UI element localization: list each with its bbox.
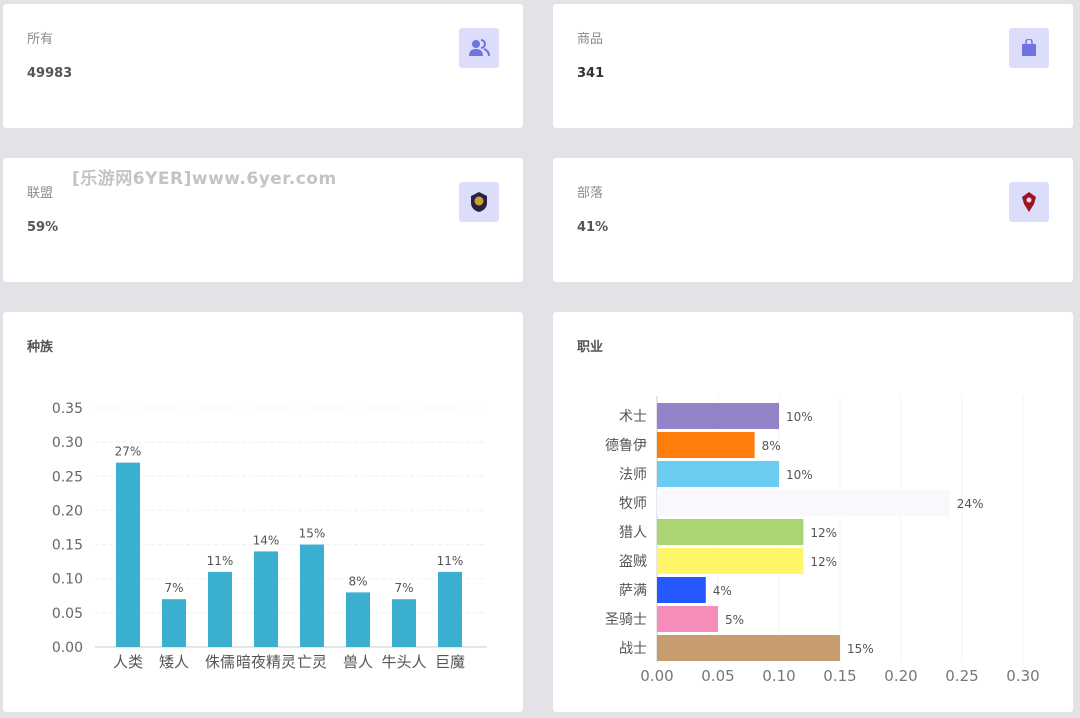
stat-card-all: 所有 49983 bbox=[3, 4, 523, 128]
data-label: 12% bbox=[810, 526, 837, 540]
chart-title: 种族 bbox=[27, 340, 54, 355]
x-tick-label: 0.15 bbox=[823, 667, 856, 685]
x-tick-label: 兽人 bbox=[343, 653, 373, 671]
x-tick-label: 0.30 bbox=[1006, 667, 1039, 685]
data-label: 11% bbox=[437, 554, 464, 568]
x-tick-label: 亡灵 bbox=[297, 653, 327, 671]
bar bbox=[657, 490, 950, 516]
y-tick-label: 牧师 bbox=[619, 496, 647, 512]
y-tick-label: 战士 bbox=[619, 641, 647, 657]
users-icon bbox=[459, 28, 499, 68]
stat-value: 341 bbox=[577, 66, 605, 81]
data-label: 5% bbox=[725, 613, 744, 627]
bar bbox=[657, 606, 718, 632]
bar bbox=[392, 599, 416, 647]
bar bbox=[657, 635, 840, 661]
bar bbox=[657, 461, 779, 487]
stat-label: 联盟 bbox=[27, 186, 54, 201]
data-label: 8% bbox=[348, 574, 367, 588]
class-bar-chart: 0.00 0.05 0.10 0.15 0.20 0.25 0.30 10% 术士 8% 德鲁伊 10… bbox=[605, 396, 1040, 685]
bar bbox=[657, 403, 779, 429]
data-label: 14% bbox=[253, 533, 280, 547]
data-label: 24% bbox=[957, 497, 984, 511]
x-tick-label: 矮人 bbox=[159, 653, 189, 671]
bar bbox=[346, 592, 370, 647]
race-bar-chart: 0.00 0.05 0.10 0.15 0.20 0.25 0.30 0.35 27% 人类 7% 矮… bbox=[52, 401, 487, 671]
x-tick-label: 0.20 bbox=[884, 667, 917, 685]
data-label: 10% bbox=[786, 468, 813, 482]
y-tick-label: 萨满 bbox=[619, 583, 647, 599]
x-tick-label: 0.25 bbox=[945, 667, 978, 685]
x-tick-label: 0.10 bbox=[762, 667, 795, 685]
x-tick-label: 0.00 bbox=[640, 667, 673, 685]
y-tick-label: 0.10 bbox=[52, 572, 83, 588]
data-label: 15% bbox=[299, 527, 326, 541]
y-tick-label: 法师 bbox=[619, 467, 647, 483]
stat-label: 所有 bbox=[27, 32, 54, 47]
bar bbox=[162, 599, 186, 647]
y-tick-label: 盗贼 bbox=[619, 554, 647, 570]
data-label: 12% bbox=[810, 555, 837, 569]
data-label: 27% bbox=[115, 445, 142, 459]
x-tick-label: 巨魔 bbox=[435, 653, 465, 671]
x-tick-label: 暗夜精灵 bbox=[236, 653, 296, 671]
y-tick-label: 0.25 bbox=[52, 469, 83, 485]
stat-card-alliance: 联盟 59% bbox=[3, 158, 523, 282]
stat-value: 59% bbox=[27, 220, 59, 235]
data-label: 15% bbox=[847, 642, 874, 656]
data-label: 10% bbox=[786, 410, 813, 424]
y-tick-label: 0.05 bbox=[52, 606, 83, 622]
x-tick-label: 0.05 bbox=[701, 667, 734, 685]
y-tick-label: 猎人 bbox=[619, 525, 647, 541]
y-tick-label: 0.30 bbox=[52, 435, 83, 451]
chart-title: 职业 bbox=[577, 340, 604, 355]
data-label: 11% bbox=[207, 554, 234, 568]
stat-label: 商品 bbox=[577, 32, 604, 47]
y-tick-label: 德鲁伊 bbox=[605, 438, 647, 454]
stat-value: 49983 bbox=[27, 66, 73, 81]
race-chart-card: 种族 0.00 0.05 0.10 0.15 0.20 0.25 0.30 0.35 27% 人类… bbox=[3, 312, 523, 712]
bar bbox=[116, 462, 140, 647]
y-tick-label: 0.20 bbox=[52, 503, 83, 519]
y-tick-label: 0.00 bbox=[52, 640, 83, 656]
stat-card-goods: 商品 341 bbox=[553, 4, 1073, 128]
stat-card-horde: 部落 41% bbox=[553, 158, 1073, 282]
horde-crest-icon bbox=[1009, 182, 1049, 222]
bar bbox=[208, 571, 232, 647]
stat-label: 部落 bbox=[577, 186, 604, 201]
bar bbox=[657, 519, 804, 545]
data-label: 4% bbox=[713, 584, 732, 598]
y-tick-label: 0.15 bbox=[52, 538, 83, 554]
bar bbox=[657, 548, 804, 574]
class-chart-card: 职业 0.00 0.05 0.10 0.15 0.20 0.25 0.30 10% 术士 8% 德鲁… bbox=[553, 312, 1073, 712]
x-tick-label: 人类 bbox=[113, 653, 143, 671]
bar bbox=[438, 571, 462, 647]
data-label: 7% bbox=[164, 581, 183, 595]
stat-value: 41% bbox=[577, 220, 609, 235]
y-tick-label: 圣骑士 bbox=[605, 612, 647, 628]
bar bbox=[300, 544, 324, 647]
watermark: [乐游网6YER]www.6yer.com bbox=[72, 169, 337, 189]
y-tick-label: 0.35 bbox=[52, 401, 83, 417]
data-label: 7% bbox=[394, 581, 413, 595]
y-tick-label: 术士 bbox=[619, 409, 647, 425]
alliance-crest-icon bbox=[459, 182, 499, 222]
data-label: 8% bbox=[762, 439, 781, 453]
bar bbox=[254, 551, 278, 647]
x-tick-label: 牛头人 bbox=[381, 653, 426, 671]
shop-bag-icon bbox=[1009, 28, 1049, 68]
x-tick-label: 侏儒 bbox=[205, 653, 235, 671]
bar bbox=[657, 577, 706, 603]
bar bbox=[657, 432, 755, 458]
